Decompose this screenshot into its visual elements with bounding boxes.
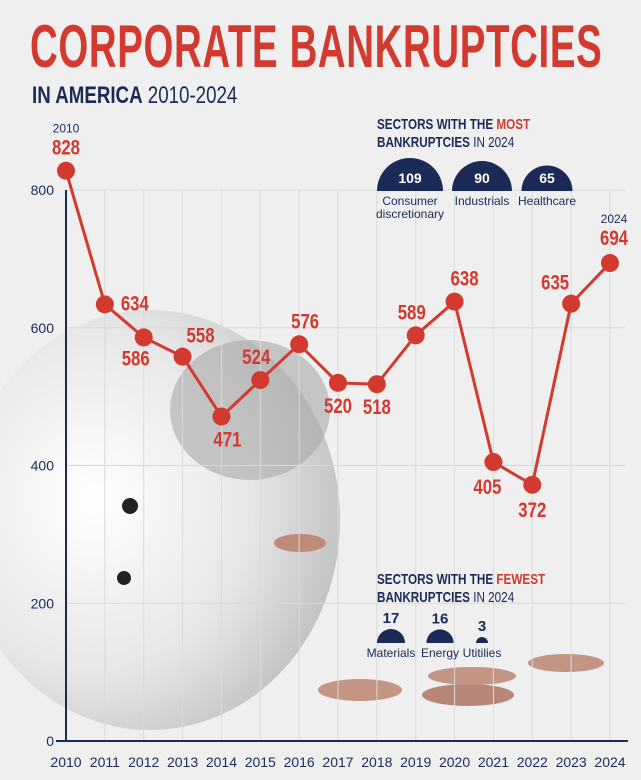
chart-subtitle: IN AMERICA 2010-2024 <box>32 82 237 110</box>
data-label: 828 <box>52 137 80 160</box>
data-point <box>251 371 270 390</box>
data-label: 586 <box>122 348 150 371</box>
data-label: 589 <box>398 302 426 325</box>
y-tick-label: 600 <box>31 320 55 336</box>
data-point <box>406 326 425 345</box>
chart-title: CORPORATE BANKRUPTCIES <box>30 13 603 80</box>
data-label: 471 <box>213 429 241 452</box>
data-label: 372 <box>518 499 546 522</box>
most-sector-value: 65 <box>539 170 555 186</box>
data-label: 634 <box>121 293 149 316</box>
fewest-heading-b: BANKRUPTCIES <box>377 589 470 606</box>
data-point <box>290 335 309 354</box>
data-label: 405 <box>473 476 501 499</box>
data-label: 518 <box>363 397 391 420</box>
fewest-heading-a: SECTORS WITH THE <box>377 571 494 588</box>
most-sector-label: Consumer <box>382 194 437 208</box>
data-point <box>562 294 581 313</box>
data-point <box>523 475 542 494</box>
x-tick-label: 2014 <box>206 754 237 770</box>
most-sector-value: 109 <box>398 170 422 186</box>
data-point <box>484 453 503 472</box>
x-tick-label: 2017 <box>322 754 353 770</box>
fewest-sector-label: Utitilies <box>463 646 502 660</box>
x-tick-label: 2020 <box>439 754 470 770</box>
data-label: 524 <box>242 346 270 369</box>
most-sector-dome <box>452 161 512 191</box>
data-point <box>95 295 114 314</box>
most-sector-label: discretionary <box>376 207 444 221</box>
y-tick-label: 200 <box>31 595 55 611</box>
fewest-heading-highlight: FEWEST <box>496 571 546 588</box>
data-point <box>134 328 153 347</box>
x-tick-label: 2022 <box>517 754 548 770</box>
fewest-heading: SECTORS WITH THE FEWEST BANKRUPTCIES IN … <box>377 571 545 607</box>
most-heading: SECTORS WITH THE MOST BANKRUPTCIES IN 20… <box>377 116 530 152</box>
most-heading-c: IN 2024 <box>473 134 515 151</box>
most-sector-dome <box>521 165 573 191</box>
y-tick-label: 800 <box>31 182 55 198</box>
most-sector-value: 90 <box>474 170 490 186</box>
fewest-sector-dome <box>476 637 488 643</box>
fewest-sector-dome <box>426 629 454 643</box>
fewest-sector-value: 16 <box>432 610 449 627</box>
subtitle-range: 2010-2024 <box>147 82 238 109</box>
x-tick-label: 2015 <box>245 754 276 770</box>
piggy-bank-illustration <box>0 310 604 730</box>
data-point <box>329 373 347 392</box>
fewest-sector-dome <box>377 629 405 643</box>
data-label: 638 <box>451 268 479 291</box>
x-tick-label: 2021 <box>478 754 509 770</box>
fewest-sector-label: Materials <box>367 646 416 660</box>
fewest-sector-value: 17 <box>383 610 400 627</box>
x-tick-label: 2012 <box>128 754 159 770</box>
data-point <box>212 407 231 426</box>
fewest-sector-label: Energy <box>421 646 459 660</box>
data-label: 520 <box>324 395 352 418</box>
fewest-heading-c: IN 2024 <box>473 589 515 606</box>
data-label: 558 <box>187 325 215 348</box>
x-tick-label: 2023 <box>556 754 587 770</box>
x-tick-label: 2011 <box>90 754 120 770</box>
data-label: 576 <box>291 311 319 334</box>
most-heading-b: BANKRUPTCIES <box>377 134 470 151</box>
x-tick-label: 2013 <box>167 754 198 770</box>
x-tick-label: 2019 <box>400 754 431 770</box>
data-point <box>57 161 75 180</box>
fewest-sector-value: 3 <box>478 618 486 635</box>
x-tick-label: 2018 <box>361 754 392 770</box>
most-heading-a: SECTORS WITH THE <box>377 116 494 133</box>
most-sector-label: Industrials <box>455 194 510 208</box>
data-point <box>173 347 192 366</box>
y-tick-label: 400 <box>31 458 55 474</box>
subtitle-bold: IN AMERICA <box>32 82 143 109</box>
data-point <box>601 254 619 273</box>
x-tick-label: 2010 <box>50 754 81 770</box>
y-tick-label: 0 <box>46 733 54 749</box>
year-annotation: 2024 <box>601 212 628 226</box>
data-label: 635 <box>541 272 569 295</box>
year-annotation: 2010 <box>53 122 80 136</box>
data-label: 694 <box>600 227 628 250</box>
data-point <box>367 375 386 394</box>
most-sector-dome <box>377 158 443 191</box>
x-tick-label: 2024 <box>594 754 625 770</box>
most-heading-highlight: MOST <box>496 116 531 133</box>
x-tick-label: 2016 <box>284 754 315 770</box>
most-sector-label: Healthcare <box>518 194 576 208</box>
data-point <box>445 292 464 311</box>
